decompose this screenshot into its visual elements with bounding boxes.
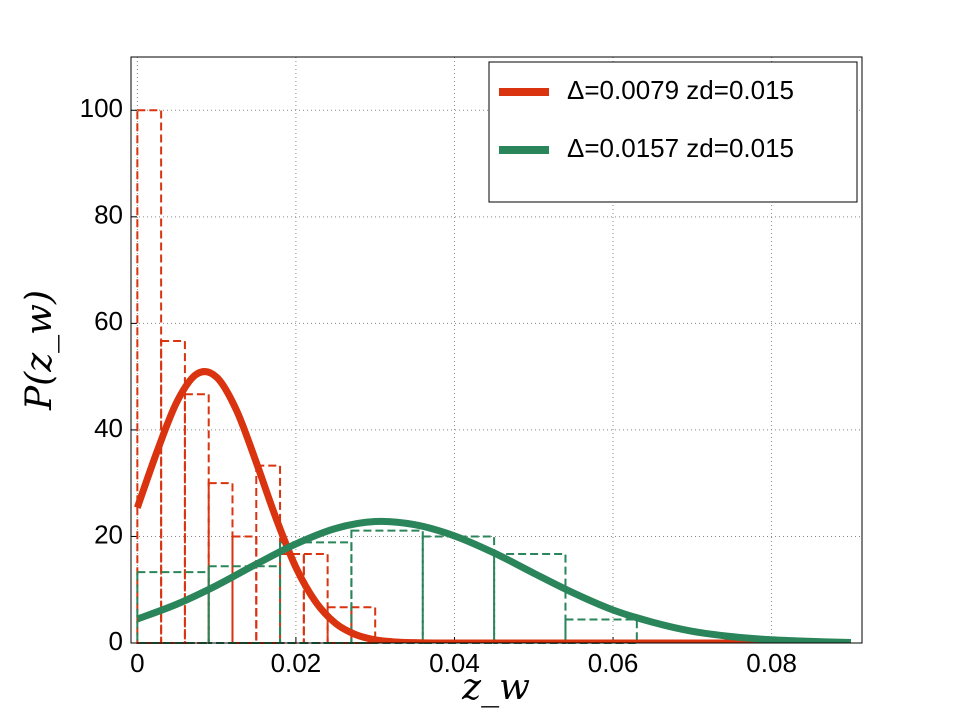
x-tick-label: 0.06 [588, 648, 639, 678]
legend-label: Δ=0.0157 zd=0.015 [567, 133, 794, 163]
legend-box [488, 61, 858, 203]
y-tick-label: 0 [109, 626, 123, 656]
histogram-bar [421, 535, 496, 644]
x-axis-label: z_w [461, 667, 530, 708]
legend-label: Δ=0.0079 zd=0.015 [567, 75, 794, 105]
y-tick-label: 80 [94, 200, 123, 230]
y-tick-label: 20 [94, 519, 123, 549]
x-tick-label: 0 [130, 648, 144, 678]
plot-frame [130, 56, 863, 644]
x-tick-label: 0.02 [271, 648, 322, 678]
y-tick-label: 40 [94, 413, 123, 443]
curve [136, 517, 851, 643]
histogram-bar [350, 606, 377, 644]
y-axis-label: P(z_w) [19, 290, 60, 411]
y-tick-label: 60 [94, 306, 123, 336]
curve [134, 368, 851, 643]
x-tick-label: 0.04 [429, 648, 480, 678]
x-tick-label: 0.08 [746, 648, 797, 678]
y-tick-label: 100 [80, 93, 123, 123]
